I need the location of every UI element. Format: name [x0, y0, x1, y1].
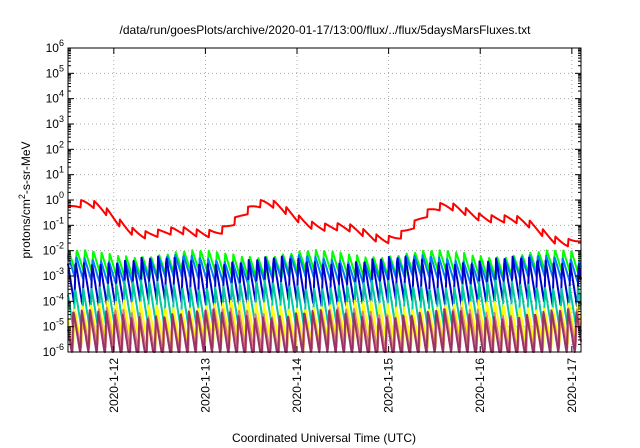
y-axis: 10-610-510-410-310-210-11001011021031041…	[43, 38, 581, 359]
y-tick-base: 10	[46, 41, 60, 55]
x-tick-label: 2020-1-14	[290, 358, 304, 413]
series-line	[67, 299, 582, 349]
y-tick-base: 10	[43, 294, 57, 308]
x-tick-label: 2020-1-12	[107, 358, 121, 413]
y-tick-base: 10	[43, 345, 57, 359]
y-tick-base: 10	[43, 320, 57, 334]
y-tick-label: 103	[46, 114, 64, 131]
y-tick-base: 10	[43, 218, 57, 232]
y-tick-base: 10	[43, 244, 57, 258]
y-tick-exponent: 3	[59, 114, 64, 124]
y-tick-label: 100	[46, 190, 64, 207]
y-tick-label: 102	[46, 139, 64, 156]
y-axis-title-exponent: 2	[17, 194, 27, 199]
y-axis-title-unit: -s-sr-MeV	[19, 141, 33, 194]
x-axis: 2020-1-12 2020-1-13 2020-1-14 2020-1-15 2020…	[107, 48, 579, 413]
y-tick-label: 10-4	[43, 291, 64, 308]
y-tick-base: 10	[46, 92, 60, 106]
y-tick-base: 10	[46, 193, 60, 207]
y-tick-exponent: -4	[56, 291, 64, 301]
y-tick-label: 10-2	[43, 241, 64, 258]
y-tick-exponent: 6	[59, 38, 64, 48]
x-tick-label: 2020-1-17	[565, 358, 579, 413]
y-tick-base: 10	[46, 117, 60, 131]
y-tick-label: 105	[46, 63, 64, 80]
y-tick-exponent: -1	[56, 215, 64, 225]
y-tick-exponent: -6	[56, 342, 64, 352]
y-tick-label: 104	[46, 89, 64, 106]
y-tick-label: 10-5	[43, 317, 64, 334]
y-tick-base: 10	[46, 66, 60, 80]
y-tick-exponent: -3	[56, 266, 64, 276]
y-tick-exponent: -5	[56, 317, 64, 327]
y-tick-exponent: 0	[59, 190, 64, 200]
x-axis-title: Coordinated Universal Time (UTC)	[232, 431, 416, 445]
y-tick-label: 10-3	[43, 266, 64, 283]
y-tick-exponent: 2	[59, 139, 64, 149]
y-tick-exponent: 4	[59, 89, 64, 99]
y-tick-base: 10	[43, 269, 57, 283]
x-tick-label: 2020-1-16	[473, 358, 487, 413]
y-tick-label: 10-1	[43, 215, 64, 232]
y-tick-exponent: 5	[59, 63, 64, 73]
chart-title: /data/run/goesPlots/archive/2020-01-17/1…	[120, 23, 532, 37]
x-tick-label: 2020-1-13	[198, 358, 212, 413]
series-line	[67, 199, 582, 248]
y-tick-exponent: -2	[56, 241, 64, 251]
y-tick-exponent: 1	[59, 165, 64, 175]
y-tick-base: 10	[46, 168, 60, 182]
y-tick-base: 10	[46, 142, 60, 156]
y-axis-title: protons/cm2-s-sr-MeV	[17, 141, 33, 258]
y-axis-title-main: protons/cm	[19, 199, 33, 258]
x-tick-label: 2020-1-15	[382, 358, 396, 413]
series-group	[67, 199, 582, 353]
y-tick-label: 101	[46, 165, 64, 182]
y-tick-label: 106	[46, 38, 64, 55]
y-tick-label: 10-6	[43, 342, 64, 359]
series-line	[67, 279, 582, 333]
